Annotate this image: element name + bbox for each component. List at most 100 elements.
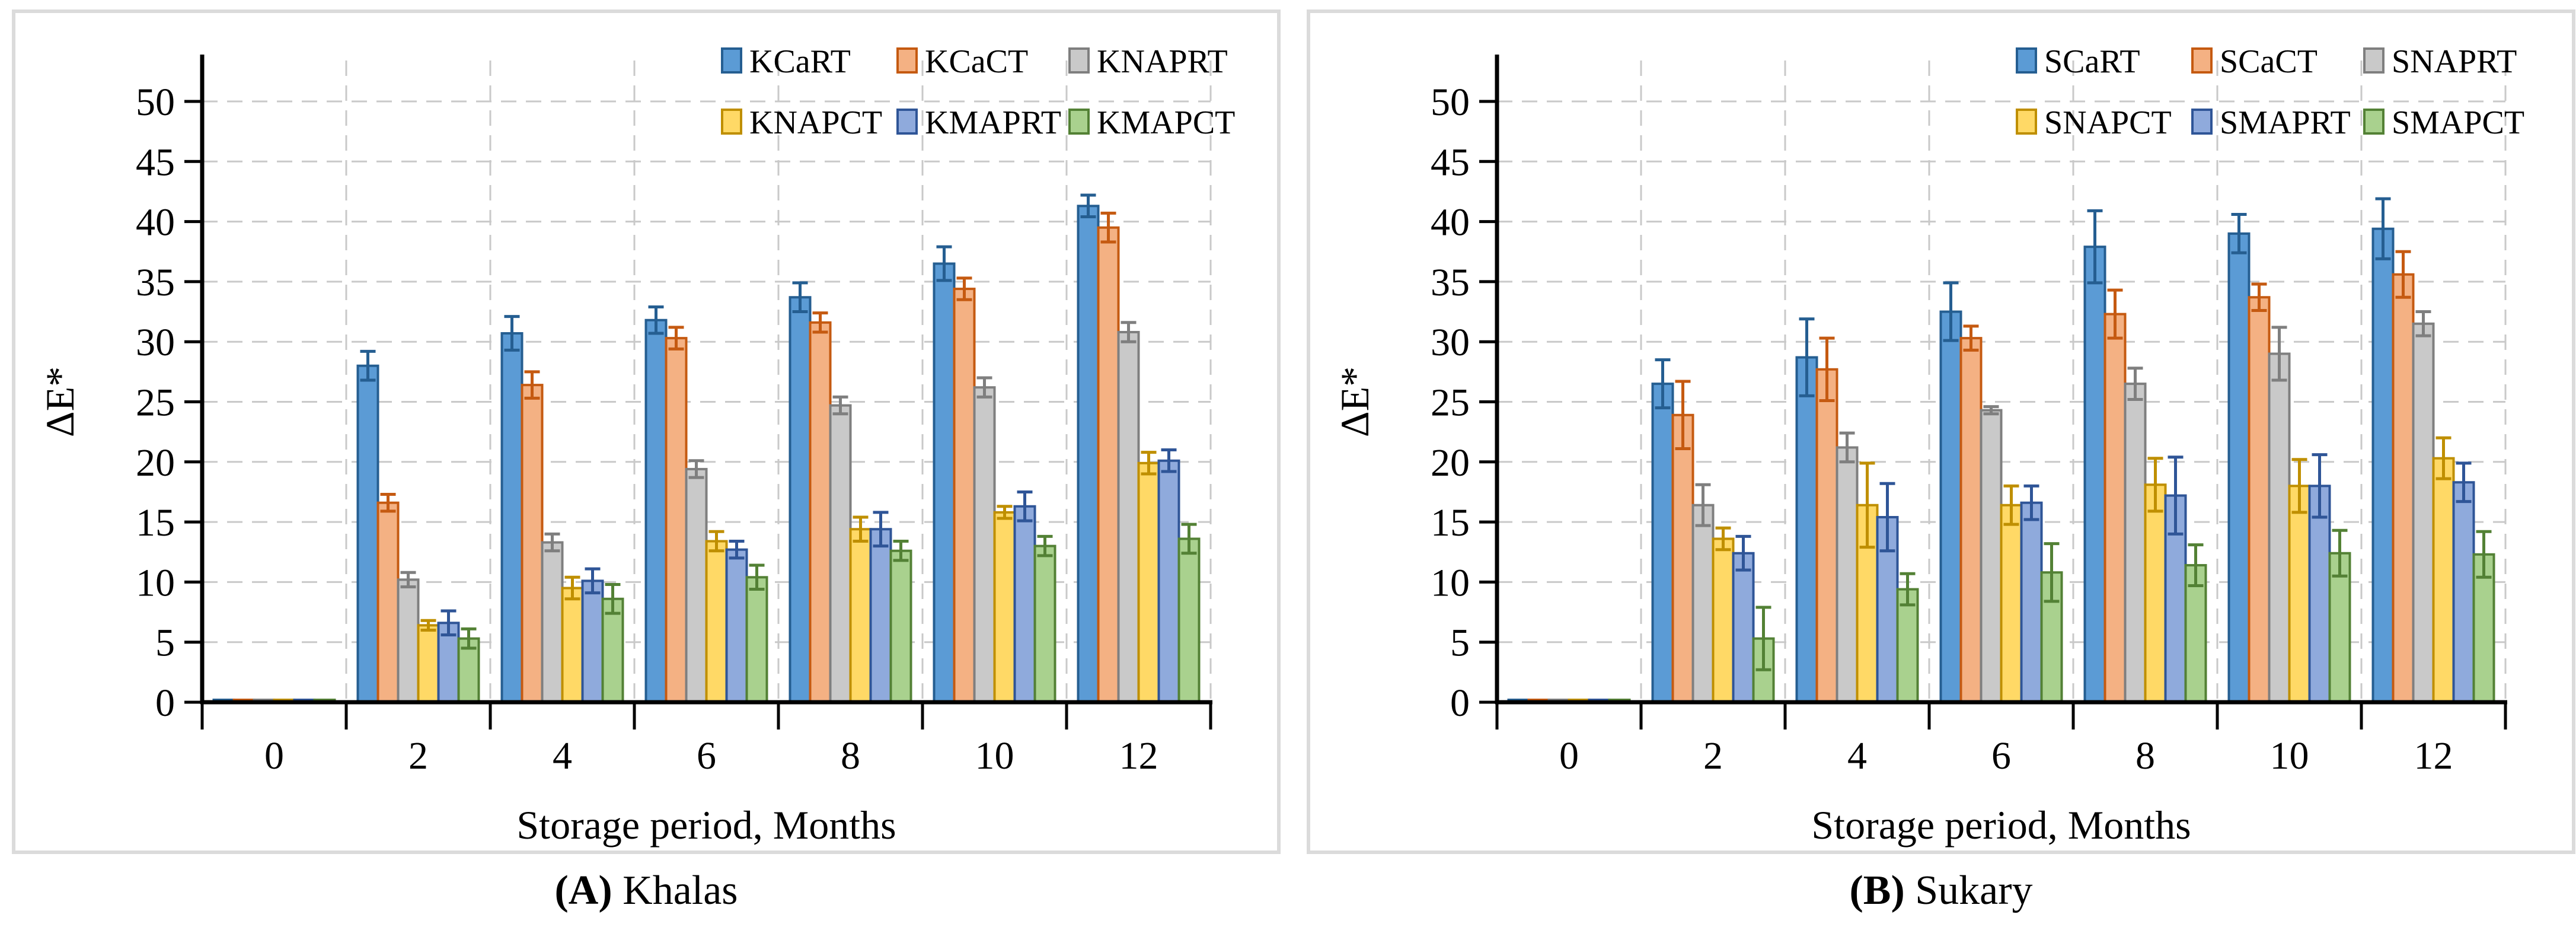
bar-KNAPRT-12 — [1117, 330, 1140, 703]
bar-KCaRT-4 — [500, 332, 524, 703]
bar-KMAPCT-8 — [889, 549, 912, 703]
x-axis-title: Storage period, Months — [1811, 802, 2191, 848]
bar-SNAPCT-12 — [2432, 457, 2455, 703]
bar-SNAPRT-6 — [1980, 409, 2003, 703]
bar-SCaRT-8 — [2083, 246, 2106, 703]
y-tick-label: 35 — [136, 261, 175, 304]
legend-label-SCaRT: SCaRT — [2044, 43, 2140, 80]
x-tick-label: 8 — [841, 734, 860, 778]
caption-sukary-letter: (B) — [1849, 868, 1905, 913]
x-tick-label: 10 — [975, 734, 1014, 778]
bar-KCaCT-10 — [953, 288, 976, 703]
legend-swatch-KCaCT — [896, 47, 918, 74]
bar-SNAPRT-8 — [2124, 383, 2147, 703]
legend-label-KMAPRT: KMAPRT — [925, 104, 1061, 141]
legend-swatch-KMAPCT — [1068, 109, 1090, 135]
x-tick-label: 12 — [1119, 734, 1158, 778]
bar-KNAPCT-6 — [705, 540, 728, 703]
bar-SMAPRT-2 — [1732, 552, 1755, 703]
x-axis-title: Storage period, Months — [516, 802, 896, 848]
y-tick-label: 15 — [1431, 501, 1470, 544]
x-tick-label: 0 — [1559, 734, 1579, 778]
legend-swatch-KNAPRT — [1068, 47, 1090, 74]
bar-KMAPRT-4 — [581, 579, 604, 704]
legend-swatch-SMAPCT — [2363, 109, 2385, 135]
bar-KCaCT-4 — [521, 384, 544, 703]
x-tick-label: 4 — [553, 734, 572, 778]
x-tick-label: 4 — [1847, 734, 1867, 778]
legend-label-KCaCT: KCaCT — [925, 43, 1028, 80]
bar-KNAPRT-8 — [829, 404, 852, 703]
legend-label-KMAPCT: KMAPCT — [1097, 104, 1235, 141]
bar-KMAPRT-12 — [1157, 459, 1180, 703]
bar-KNAPCT-4 — [561, 587, 584, 704]
bar-SCaRT-12 — [2371, 227, 2395, 704]
bar-KCaRT-12 — [1077, 205, 1100, 703]
y-tick-label: 20 — [1431, 441, 1470, 485]
y-tick-label: 30 — [1431, 321, 1470, 364]
bar-KMAPCT-6 — [745, 576, 768, 704]
legend-label-SNAPCT: SNAPCT — [2044, 104, 2172, 141]
bar-SCaCT-10 — [2248, 296, 2271, 704]
bar-KCaCT-8 — [809, 321, 832, 703]
y-tick-label: 0 — [155, 681, 175, 725]
bar-KCaRT-6 — [644, 318, 668, 703]
bar-SNAPRT-10 — [2268, 352, 2291, 703]
bar-SNAPCT-10 — [2288, 485, 2311, 703]
bar-SCaCT-2 — [1671, 413, 1694, 703]
bar-KMAPRT-10 — [1013, 505, 1036, 704]
legend-swatch-KMAPRT — [896, 109, 918, 135]
legend-swatch-SNAPCT — [2016, 109, 2037, 135]
y-tick-label: 20 — [136, 441, 175, 485]
bar-KNAPRT-10 — [973, 386, 996, 703]
bar-KNAPCT-12 — [1137, 461, 1160, 703]
bar-SNAPRT-12 — [2412, 322, 2435, 703]
bar-SCaRT-2 — [1651, 383, 1674, 703]
y-tick-label: 35 — [1431, 261, 1470, 304]
y-tick-label: 50 — [136, 81, 175, 124]
y-tick-label: 40 — [1431, 201, 1470, 244]
x-tick-label: 8 — [2136, 734, 2155, 778]
y-tick-label: 40 — [136, 201, 175, 244]
y-tick-label: 45 — [136, 141, 175, 184]
bar-KNAPCT-10 — [993, 511, 1016, 704]
y-axis-title: ΔE* — [37, 367, 82, 437]
y-tick-label: 10 — [136, 561, 175, 604]
y-tick-label: 25 — [136, 381, 175, 425]
x-tick-label: 6 — [1991, 734, 2011, 778]
bar-KMAPRT-8 — [869, 528, 892, 703]
bar-KCaCT-6 — [665, 337, 688, 703]
bar-KCaRT-8 — [789, 296, 812, 704]
legend-label-SMAPCT: SMAPCT — [2392, 104, 2524, 141]
bar-SCaCT-8 — [2103, 313, 2127, 703]
legend-swatch-SCaRT — [2016, 47, 2037, 74]
caption-khalas-letter: (A) — [554, 868, 612, 913]
legend-label-KNAPCT: KNAPCT — [749, 104, 882, 141]
bar-SCaCT-12 — [2392, 273, 2415, 703]
legend-swatch-SCaCT — [2191, 47, 2213, 74]
bar-SNAPCT-8 — [2144, 483, 2167, 703]
bar-KMAPRT-6 — [725, 548, 748, 703]
legend-swatch-KCaRT — [721, 47, 742, 74]
x-tick-label: 10 — [2270, 734, 2309, 778]
chart-sukary: 0 5 10 15 20 25 30 35 40 45 50 0 2 4 6 8 10 12 Storage per… — [1332, 43, 2524, 848]
x-tick-label: 12 — [2414, 734, 2453, 778]
bar-SMAPRT-6 — [2020, 501, 2043, 704]
legend-label-SCaCT: SCaCT — [2220, 43, 2318, 80]
panel-sukary: 0 5 10 15 20 25 30 35 40 45 50 0 2 4 6 8 10 12 Storage per… — [1307, 9, 2575, 854]
x-tick-label: 2 — [408, 734, 428, 778]
bar-KMAPCT-10 — [1033, 544, 1056, 703]
bar-SCaCT-6 — [1959, 337, 1983, 703]
y-tick-label: 0 — [1450, 681, 1470, 725]
y-tick-label: 45 — [1431, 141, 1470, 184]
bar-KCaCT-12 — [1097, 226, 1120, 704]
bar-SNAPRT-2 — [1691, 504, 1715, 704]
caption-khalas-text: Khalas — [612, 868, 738, 913]
legend-label-SMAPRT: SMAPRT — [2220, 104, 2351, 141]
y-tick-label: 50 — [1431, 81, 1470, 124]
legend-swatch-SNAPRT — [2363, 47, 2385, 74]
bar-SNAPCT-6 — [2000, 504, 2023, 704]
y-tick-label: 30 — [136, 321, 175, 364]
x-tick-label: 2 — [1703, 734, 1723, 778]
caption-sukary-text: Sukary — [1904, 868, 2033, 913]
